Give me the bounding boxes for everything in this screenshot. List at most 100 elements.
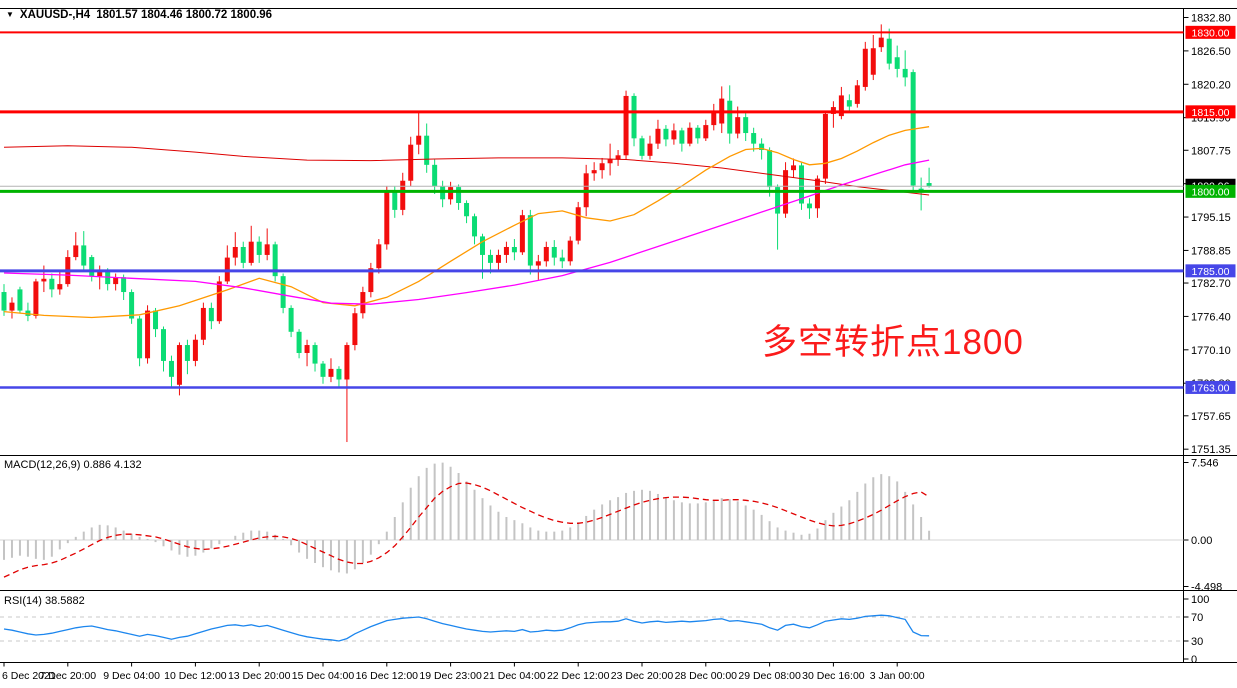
candle-body bbox=[336, 368, 342, 380]
candle-body bbox=[735, 117, 741, 134]
candle-body bbox=[33, 281, 39, 316]
candle-body bbox=[400, 180, 406, 210]
ma-orange bbox=[3, 126, 930, 319]
candle-body bbox=[216, 281, 222, 322]
price-badge-1763.00 bbox=[1185, 380, 1236, 394]
candle-body bbox=[272, 244, 278, 277]
candle-body bbox=[81, 245, 87, 266]
candle-body bbox=[89, 257, 95, 277]
candle-body bbox=[519, 215, 525, 253]
candle-body bbox=[352, 313, 358, 346]
time-tick-label: 29 Dec 08:00 bbox=[738, 670, 801, 682]
time-tick-label: 6 Dec 2021 bbox=[2, 670, 56, 682]
price-badge-1763.00-text: 1763.00 bbox=[1192, 382, 1230, 394]
candle-body bbox=[639, 138, 645, 156]
candle-body bbox=[695, 127, 701, 139]
candle-body bbox=[775, 187, 781, 214]
candle-body bbox=[320, 363, 326, 377]
candle-body bbox=[256, 241, 262, 255]
candle-body bbox=[184, 345, 190, 361]
price-tick-label: 1832.80 bbox=[1191, 13, 1231, 25]
candle-body bbox=[559, 257, 565, 262]
price-tick-label: 1826.50 bbox=[1191, 46, 1231, 58]
candle-body bbox=[376, 244, 382, 269]
candle-body bbox=[846, 100, 852, 107]
candle-body bbox=[575, 207, 581, 241]
price-tick-label: 1776.40 bbox=[1191, 311, 1231, 323]
candle-body bbox=[208, 307, 214, 322]
candle-body bbox=[671, 130, 677, 140]
candle-body bbox=[416, 135, 422, 145]
candle-body bbox=[599, 163, 605, 171]
candle-body bbox=[703, 125, 709, 139]
candle-body bbox=[487, 254, 493, 263]
candle-body bbox=[97, 270, 103, 277]
candle-body bbox=[344, 345, 350, 380]
price-badge-1830.00 bbox=[1185, 25, 1236, 39]
candle-body bbox=[806, 203, 812, 209]
candle-body bbox=[503, 246, 509, 255]
time-tick-label: 9 Dec 04:00 bbox=[103, 670, 160, 682]
candle-body bbox=[838, 95, 844, 117]
candle-body bbox=[384, 191, 390, 245]
chart-ohlc-values: 1801.57 1804.46 1800.72 1800.96 bbox=[96, 9, 273, 21]
candle-body bbox=[495, 254, 501, 263]
candle-body bbox=[631, 95, 637, 139]
candle-body bbox=[176, 345, 182, 385]
candle-body bbox=[49, 278, 55, 290]
candle-body bbox=[886, 38, 892, 64]
annotation-text: 多空转折点1800 bbox=[762, 323, 1024, 362]
macd-tick-label: -4.498 bbox=[1191, 582, 1222, 594]
time-tick-label: 13 Dec 20:00 bbox=[228, 670, 291, 682]
candle-body bbox=[647, 143, 653, 156]
rsi-indicator-label: RSI(14) 38.5882 bbox=[4, 595, 85, 607]
candle-body bbox=[743, 117, 749, 134]
candle-body bbox=[543, 246, 549, 262]
ma-magenta bbox=[3, 159, 930, 305]
candle-body bbox=[527, 215, 533, 266]
price-badge-1785.00-text: 1785.00 bbox=[1192, 266, 1230, 278]
candle-body bbox=[511, 246, 517, 253]
candle-body bbox=[711, 111, 717, 126]
candle-body bbox=[168, 360, 174, 377]
chart-symbol-period: XAUUSD-,H4 bbox=[19, 9, 91, 21]
time-tick-label: 7 Dec 20:00 bbox=[39, 670, 96, 682]
candle-body bbox=[472, 216, 478, 237]
rsi-line bbox=[3, 614, 930, 642]
candle-body bbox=[9, 302, 15, 311]
candle-body bbox=[456, 187, 462, 203]
rsi-tick-label: 30 bbox=[1191, 636, 1203, 648]
macd-tick-label: 0.00 bbox=[1191, 535, 1212, 547]
candle-body bbox=[424, 135, 430, 165]
candle-body bbox=[296, 331, 302, 353]
candle-body bbox=[448, 187, 454, 200]
candle-body bbox=[432, 164, 438, 187]
time-tick-label: 23 Dec 20:00 bbox=[611, 670, 674, 682]
time-tick-label: 3 Jan 00:00 bbox=[870, 670, 925, 682]
candle-body bbox=[113, 277, 119, 285]
candle-body bbox=[1, 292, 7, 311]
candle-body bbox=[137, 318, 143, 359]
candle-body bbox=[894, 57, 900, 69]
candle-body bbox=[822, 113, 828, 179]
macd-indicator-label: MACD(12,26,9) 0.886 4.132 bbox=[4, 459, 142, 471]
candle-body bbox=[304, 345, 310, 353]
price-tick-label: 1782.70 bbox=[1191, 278, 1231, 290]
price-badge-1800.00 bbox=[1185, 184, 1236, 198]
macd-tick-label: 7.546 bbox=[1191, 458, 1219, 470]
price-tick-label: 1795.15 bbox=[1191, 212, 1231, 224]
rsi-tick-label: 70 bbox=[1191, 612, 1203, 624]
collapse-triangle-icon[interactable]: ▼ bbox=[6, 10, 14, 19]
candle-body bbox=[232, 246, 238, 258]
time-tick-label: 19 Dec 23:00 bbox=[419, 670, 482, 682]
candle-body bbox=[145, 310, 151, 359]
candle-body bbox=[264, 244, 270, 255]
rsi-tick-label: 100 bbox=[1191, 594, 1209, 606]
candle-body bbox=[73, 245, 79, 258]
macd-signal-line bbox=[3, 482, 930, 578]
price-badge-1785.00 bbox=[1185, 264, 1236, 278]
candle-body bbox=[408, 144, 414, 181]
candle-body bbox=[464, 203, 470, 217]
